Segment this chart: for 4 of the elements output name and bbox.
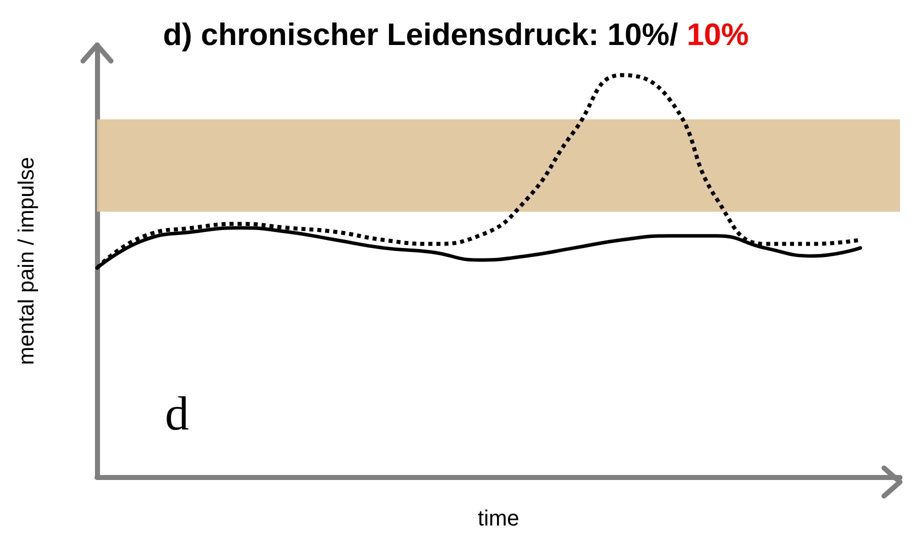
chart-title: d) chronischer Leidensdruck: 10%/ 10% bbox=[163, 17, 749, 52]
y-axis-title: mental pain / impulse bbox=[14, 157, 38, 365]
x-axis-title: time bbox=[478, 506, 520, 530]
annotation: d bbox=[165, 388, 189, 440]
